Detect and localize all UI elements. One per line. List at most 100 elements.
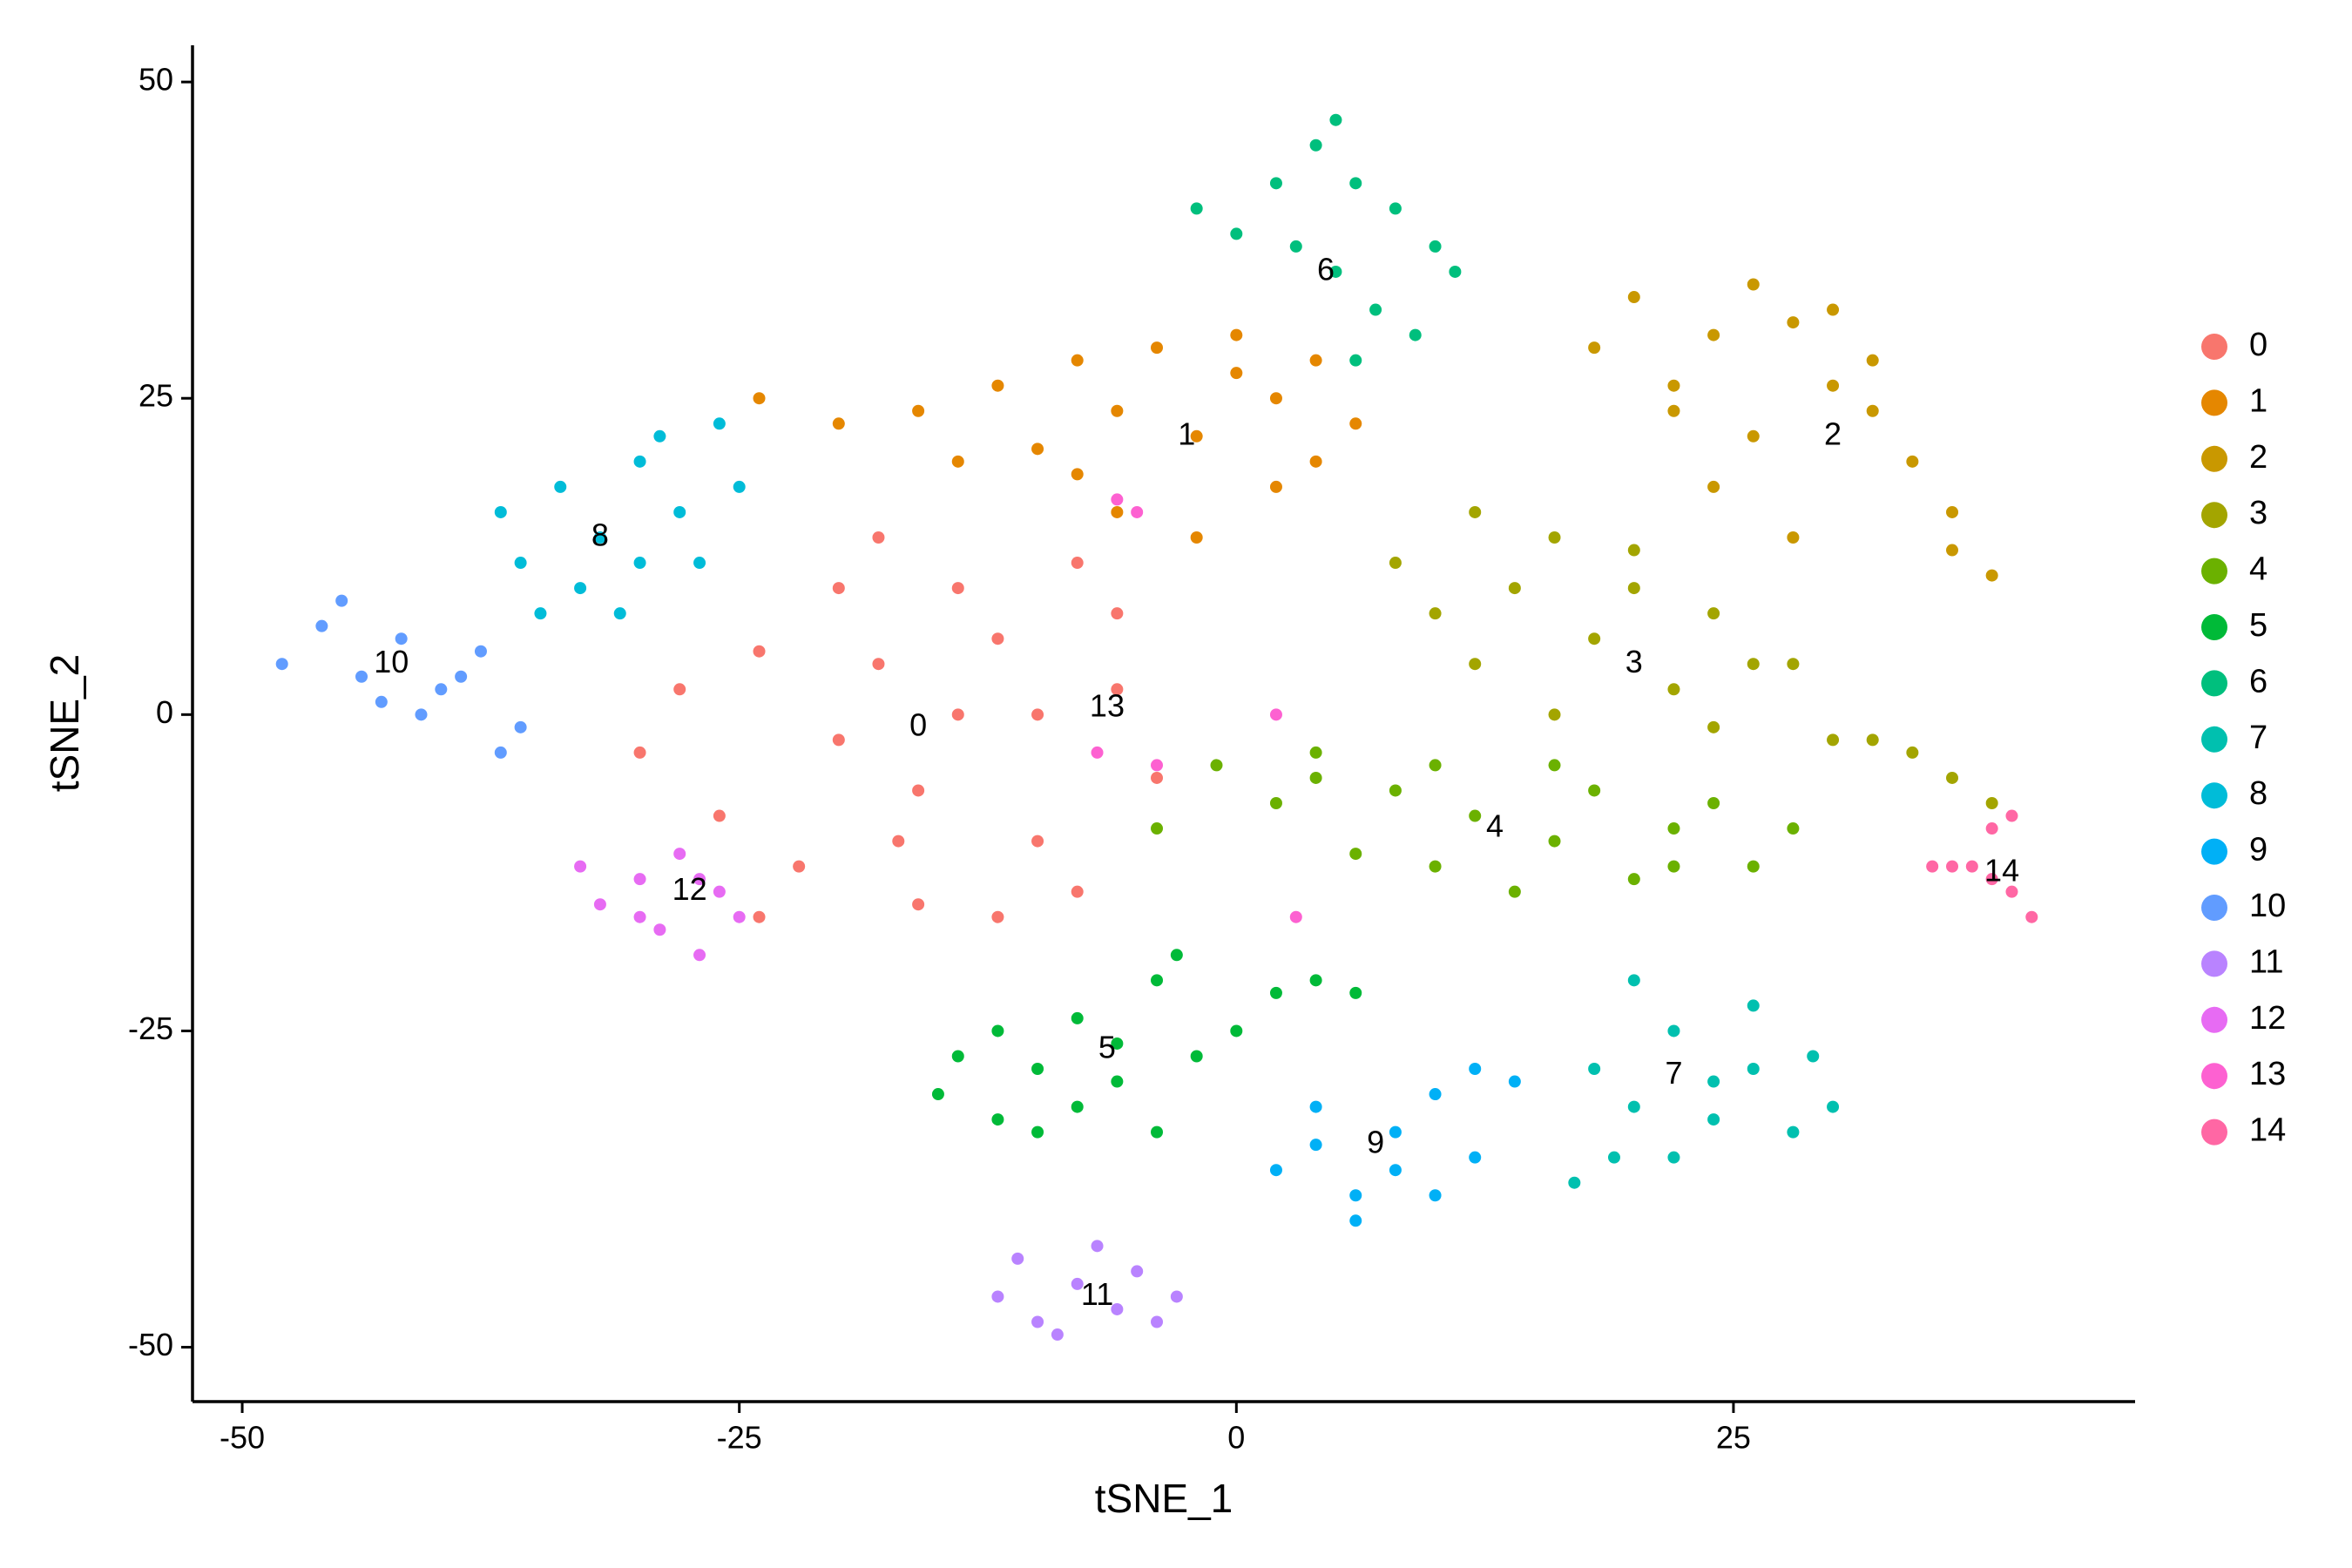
point (1389, 557, 1402, 570)
point (872, 658, 885, 671)
cluster-label: 8 (591, 517, 609, 553)
point (1787, 658, 1800, 671)
legend-key (2201, 670, 2227, 697)
point (1588, 341, 1601, 355)
point (1707, 480, 1720, 493)
point (832, 582, 845, 595)
point (1747, 999, 1760, 1012)
point (1309, 354, 1322, 367)
point (554, 480, 567, 493)
point (1985, 873, 1998, 886)
legend-key (2201, 334, 2227, 360)
point (1449, 265, 1462, 278)
point (753, 645, 766, 658)
point (1548, 708, 1561, 721)
point (1508, 582, 1521, 595)
point (1151, 1125, 1164, 1139)
point (991, 1290, 1004, 1303)
point (1011, 1252, 1024, 1265)
point (1627, 544, 1640, 557)
point (1151, 759, 1164, 772)
point (832, 417, 845, 430)
point (1131, 505, 1144, 518)
x-axis-title: tSNE_1 (1095, 1476, 1233, 1521)
point (355, 670, 368, 683)
point (1926, 860, 1939, 873)
point (1309, 771, 1322, 784)
point (713, 417, 726, 430)
point (1707, 720, 1720, 733)
point (1667, 860, 1680, 873)
legend-label: 5 (2249, 607, 2268, 644)
point (633, 557, 646, 570)
point (1269, 177, 1282, 190)
point (1827, 303, 1840, 316)
cluster-label: 1 (1178, 416, 1195, 451)
point (1131, 1265, 1144, 1278)
point (1071, 1011, 1084, 1024)
point (1309, 974, 1322, 987)
point (1151, 341, 1164, 355)
point (1469, 1151, 1482, 1164)
point (574, 860, 587, 873)
point (1469, 1063, 1482, 1076)
point (1787, 822, 1800, 835)
point (1111, 493, 1124, 506)
legend-key (2201, 1063, 2227, 1090)
point (951, 455, 964, 468)
point (613, 607, 626, 620)
point (1866, 733, 1879, 747)
point (1667, 379, 1680, 392)
point (1707, 1075, 1720, 1088)
point (1269, 797, 1282, 810)
point (693, 949, 706, 962)
point (375, 695, 388, 708)
point (1071, 1277, 1084, 1290)
point (1627, 582, 1640, 595)
point (1031, 708, 1044, 721)
point (1190, 531, 1203, 544)
point (991, 910, 1004, 923)
point (1071, 885, 1084, 898)
point (2025, 910, 2038, 923)
point (1151, 974, 1164, 987)
point (633, 873, 646, 886)
point (1230, 328, 1243, 341)
y-tick-label: 0 (156, 694, 173, 730)
point (514, 720, 527, 733)
point (1349, 177, 1362, 190)
point (991, 632, 1004, 645)
cluster-label: 0 (909, 706, 927, 742)
y-tick-label: -25 (128, 1010, 173, 1046)
cluster-label: 5 (1098, 1030, 1116, 1065)
point (931, 1088, 944, 1101)
point (1707, 797, 1720, 810)
cluster-label: 12 (672, 871, 707, 907)
point (1548, 759, 1561, 772)
point (1588, 1063, 1601, 1076)
point (1349, 417, 1362, 430)
point (1607, 1151, 1620, 1164)
point (1230, 1024, 1243, 1037)
legend-label: 10 (2249, 888, 2286, 924)
point (633, 455, 646, 468)
point (474, 645, 487, 658)
point (1071, 354, 1084, 367)
point (892, 835, 905, 848)
point (753, 910, 766, 923)
legend-key (2201, 1119, 2227, 1146)
point (1349, 848, 1362, 861)
point (1747, 429, 1760, 443)
point (1230, 367, 1243, 380)
legend-key (2201, 950, 2227, 977)
point (1906, 746, 1919, 759)
point (1548, 531, 1561, 544)
legend-label: 6 (2249, 663, 2268, 700)
point (1289, 910, 1302, 923)
point (1190, 1050, 1203, 1063)
point (1667, 822, 1680, 835)
cluster-label: 11 (1081, 1276, 1113, 1312)
x-tick-label: 0 (1227, 1420, 1245, 1456)
point (1588, 784, 1601, 797)
